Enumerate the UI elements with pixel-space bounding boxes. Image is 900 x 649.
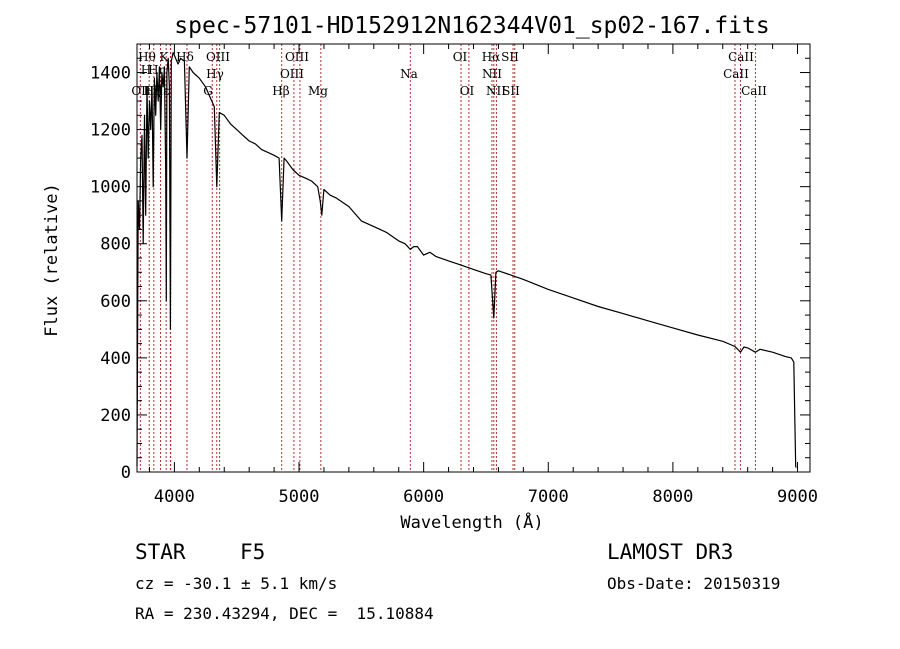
y-tick-label: 1200 [90,121,131,141]
line-marker-label: SII [501,50,519,64]
line-marker-label: Hγ [206,67,224,81]
line-marker-label: OIII [285,50,309,64]
x-tick-label: 5000 [279,487,320,507]
spectrum-line [136,51,797,468]
line-marker-label: OIII [206,50,230,64]
line-marker-label: CaII [728,50,754,64]
spectral-line-labels: OIIHθHηHζKHHεHδGHγOIIIHβOIIIOIIIMgNaOIOI… [131,50,767,98]
line-marker-label: CaII [741,84,767,98]
y-tick-label: 1000 [90,178,131,198]
x-axis: 4000 5000 6000 7000 8000 9000 [148,44,818,507]
line-marker-label: CaII [723,67,749,81]
line-marker-label: SII [502,84,520,98]
y-axis-label: Flux (relative) [42,183,62,337]
y-tick-label: 600 [100,292,131,312]
object-class: STAR [135,540,186,564]
line-marker-label: Hα [482,50,501,64]
spectral-line-markers [139,44,756,472]
line-marker-label: Mg [308,84,328,98]
y-tick-label: 400 [100,349,131,369]
plot-frame [136,43,811,473]
y-tick-label: 0 [121,463,131,483]
line-marker-label: K [160,50,170,64]
line-marker-label: H [141,63,151,77]
y-tick-label: 200 [100,406,131,426]
x-tick-label: 7000 [528,487,569,507]
line-marker-label: OI [453,50,468,64]
spectrum-series [136,51,797,468]
y-tick-label: 1400 [90,64,131,84]
x-tick-label: 8000 [652,487,693,507]
line-marker-label: Na [400,67,418,81]
x-tick-label: 9000 [777,487,818,507]
y-axis: 0 200 400 600 800 1000 1200 1400 [90,57,810,483]
line-marker-label: OI [460,84,475,98]
line-marker-label: Hθ [138,50,156,64]
x-tick-label: 6000 [403,487,444,507]
coordinates: RA = 230.43294, DEC = 15.10884 [135,604,434,623]
line-marker-label: Hδ [176,50,194,64]
line-marker-label: NII [486,84,506,98]
y-tick-label: 800 [100,235,131,255]
line-marker-label: NII [482,67,502,81]
chart-title: spec-57101-HD152912N162344V01_sp02-167.f… [174,13,769,39]
object-subclass: F5 [240,540,266,564]
line-marker-label: OII [131,84,151,98]
x-axis-label: Wavelength (Å) [400,511,543,533]
line-marker-label: Hβ [272,84,289,98]
obs-date: Obs-Date: 20150319 [607,574,781,593]
x-tick-label: 4000 [154,487,195,507]
survey-name: LAMOST DR3 [607,540,734,564]
redshift-readout: cz = -30.1 ± 5.1 km/s [135,574,338,593]
line-marker-label: OIII [280,67,304,81]
